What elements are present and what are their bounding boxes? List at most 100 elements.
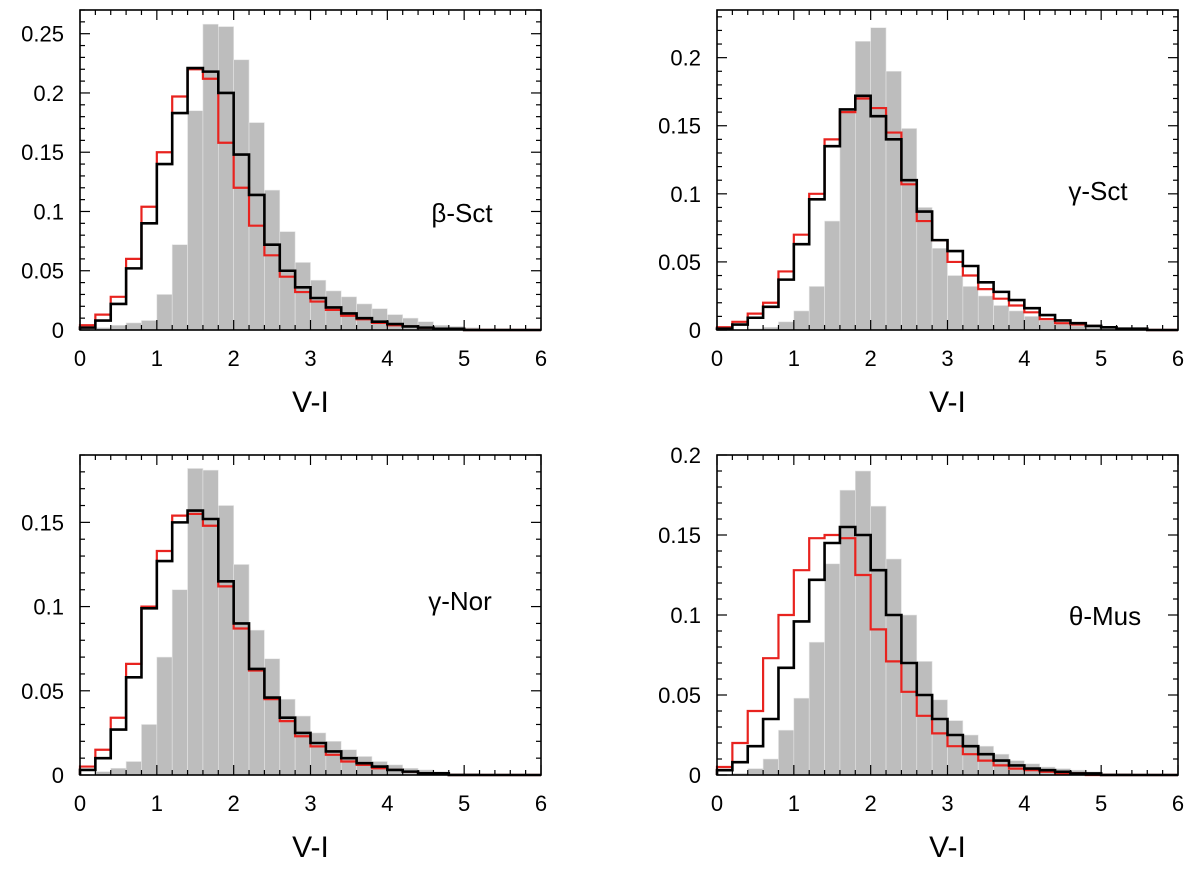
gray-bar	[156, 656, 173, 776]
y-tick-label: 0.05	[658, 250, 701, 275]
x-tick-label: 2	[228, 346, 240, 371]
black-step-line	[715, 525, 1178, 777]
gray-bar	[747, 768, 764, 776]
gray-bar	[993, 305, 1010, 331]
x-tick-label: 4	[1018, 791, 1030, 816]
y-tick-label: 0.2	[670, 443, 701, 468]
gray-bar	[233, 564, 250, 776]
gray-bar	[947, 720, 964, 776]
y-tick-label: 0.1	[33, 595, 64, 620]
gray-bar	[870, 505, 887, 776]
x-tick-label: 1	[788, 346, 800, 371]
gray-bar	[824, 563, 841, 776]
gray-bar	[916, 207, 933, 331]
gray-bar	[931, 699, 948, 776]
gray-bar	[402, 317, 419, 331]
panel-label: β-Sct	[431, 198, 493, 228]
x-tick-label: 3	[941, 346, 953, 371]
gray-bar	[839, 489, 856, 776]
gray-bar	[202, 469, 219, 776]
gray-bar	[1008, 310, 1025, 331]
panel-label: θ-Mus	[1069, 601, 1141, 631]
gray-bar	[839, 111, 856, 331]
y-tick-label: 0.2	[670, 46, 701, 71]
x-tick-label: 0	[74, 346, 86, 371]
x-tick-label: 6	[535, 791, 547, 816]
x-tick-label: 6	[1172, 791, 1184, 816]
x-tick-label: 0	[711, 346, 723, 371]
gray-bar	[387, 314, 404, 331]
y-tick-label: 0.05	[658, 683, 701, 708]
x-tick-label: 2	[228, 791, 240, 816]
gray-bar	[793, 697, 810, 776]
y-tick-label: 0.1	[33, 199, 64, 224]
gray-bar	[233, 59, 250, 331]
gray-bar	[325, 741, 342, 776]
gray-bar	[310, 279, 327, 331]
gray-bar	[901, 128, 918, 331]
x-tick-label: 1	[151, 791, 163, 816]
gray-bar	[885, 558, 902, 776]
y-tick-label: 0.25	[21, 22, 64, 47]
x-tick-label: 6	[1172, 346, 1184, 371]
x-tick-label: 4	[381, 791, 393, 816]
y-tick-label: 0	[689, 318, 701, 343]
y-tick-label: 0	[52, 763, 64, 788]
y-tick-label: 0.05	[21, 259, 64, 284]
gray-bar	[854, 470, 871, 776]
gray-bar	[901, 614, 918, 776]
y-tick-label: 0.1	[670, 182, 701, 207]
chart-panel-gamma-sct: 0 1 2 3 4 5 6 0 0.05 0.1 0.15 0.2 V-I γ-Sct	[658, 9, 1184, 419]
gray-bar	[371, 308, 388, 331]
y-tick-label: 0.15	[21, 140, 64, 165]
gray-bar	[870, 27, 887, 331]
gray-bar	[187, 110, 204, 331]
x-axis-title: V-I	[292, 831, 329, 864]
gray-bar	[947, 275, 964, 331]
gray-bar	[808, 286, 825, 331]
gray-bar	[824, 220, 841, 331]
gray-bar	[279, 231, 296, 331]
y-tick-label: 0	[52, 318, 64, 343]
x-tick-label: 1	[151, 346, 163, 371]
x-axis-title: V-I	[929, 386, 966, 419]
gray-bar	[171, 589, 188, 776]
x-tick-label: 0	[711, 791, 723, 816]
y-tick-label: 0.15	[21, 510, 64, 535]
gray-bar	[854, 41, 871, 331]
black-step-line	[78, 66, 541, 332]
y-tick-label: 0.1	[670, 603, 701, 628]
gray-bar	[977, 295, 994, 331]
gray-bar	[931, 247, 948, 331]
gray-bar	[264, 658, 281, 776]
gray-bar	[171, 244, 188, 331]
panel-label: γ-Sct	[1068, 176, 1128, 206]
gray-bar	[110, 767, 127, 776]
gray-bar	[916, 661, 933, 776]
gray-bar	[248, 629, 265, 776]
gray-bar	[279, 698, 296, 776]
gray-bar	[125, 761, 142, 776]
x-tick-label: 1	[788, 791, 800, 816]
gray-bar	[808, 641, 825, 776]
gray-bar	[218, 26, 234, 331]
x-tick-label: 3	[304, 791, 316, 816]
gray-bar	[125, 322, 142, 331]
x-axis-title: V-I	[929, 831, 966, 864]
gray-bar	[793, 310, 810, 331]
x-tick-label: 5	[458, 791, 470, 816]
panel-label: γ-Nor	[428, 586, 492, 616]
x-tick-label: 5	[1095, 346, 1107, 371]
x-tick-label: 3	[941, 791, 953, 816]
x-tick-label: 4	[381, 346, 393, 371]
black-step-line	[715, 94, 1178, 332]
gray-bar	[762, 758, 779, 776]
gray-bar	[218, 505, 234, 776]
gray-bar	[310, 732, 327, 776]
x-tick-label: 5	[458, 346, 470, 371]
gray-bar	[294, 262, 311, 331]
y-tick-label: 0.15	[658, 114, 701, 139]
x-tick-label: 6	[535, 346, 547, 371]
gray-bar	[1039, 320, 1056, 331]
